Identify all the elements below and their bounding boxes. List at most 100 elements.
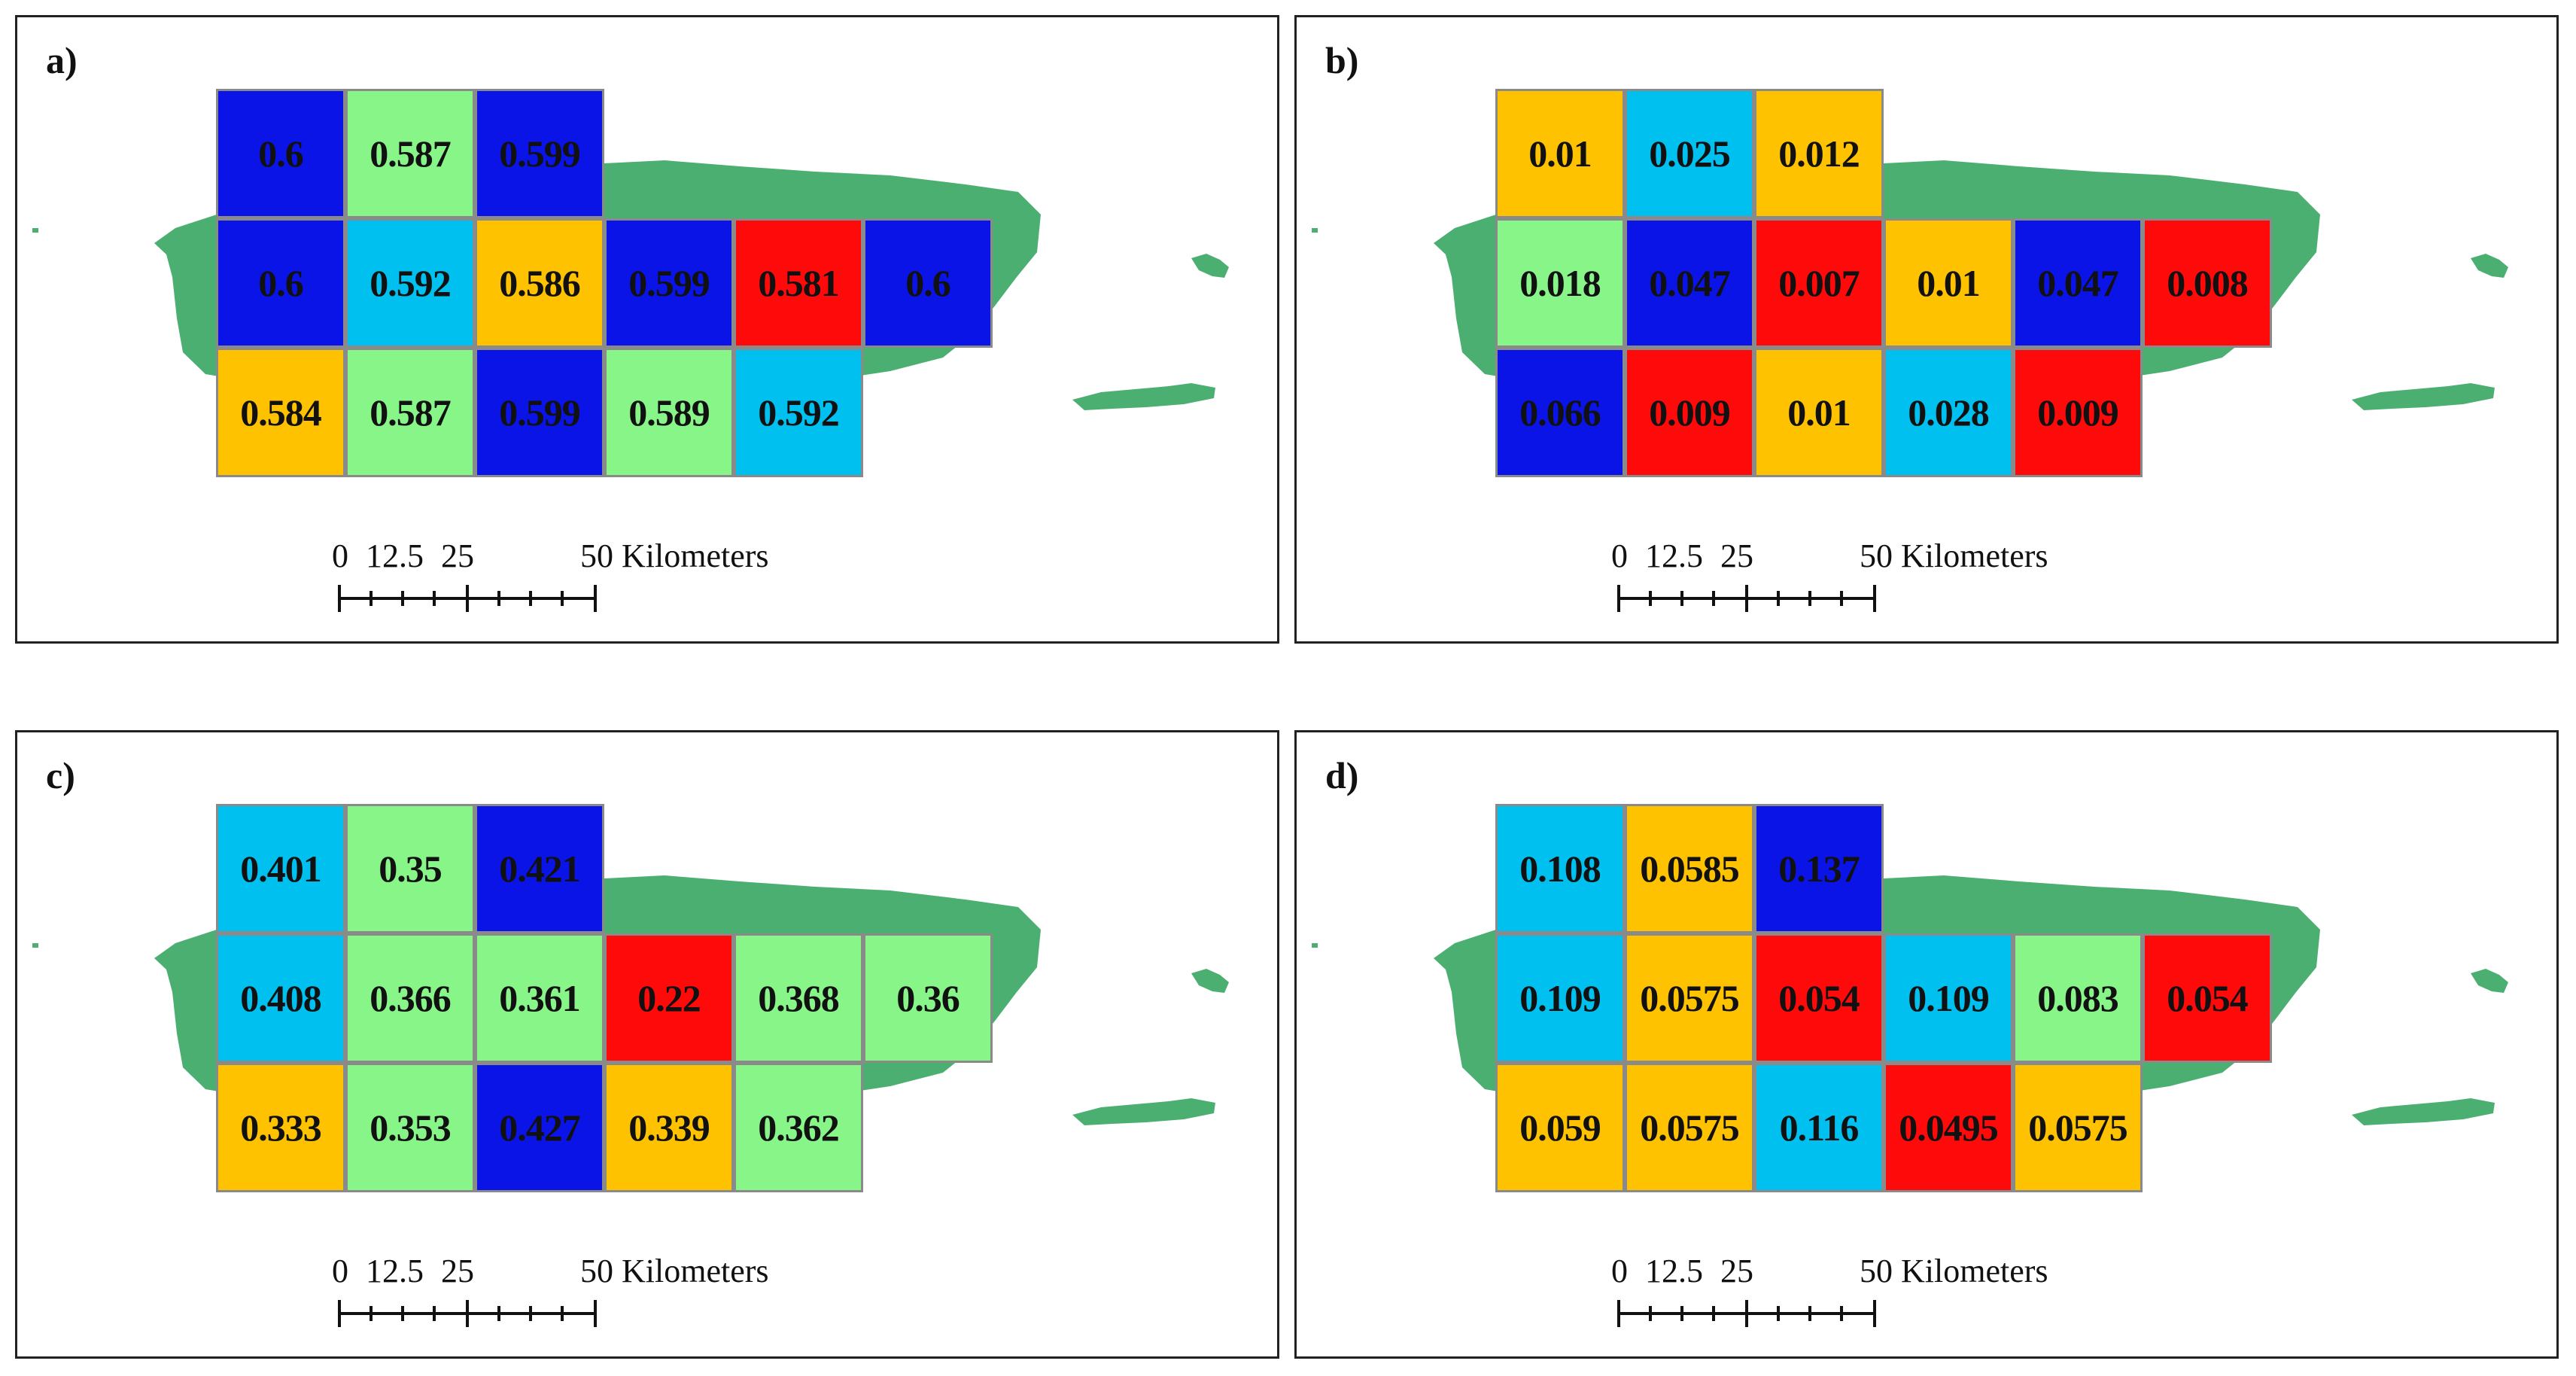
grid-cell: 0.009 <box>1625 348 1754 477</box>
scale-labels: 0 12.5 25 50 Kilometers <box>1611 1252 2138 1297</box>
scale-label-0: 0 <box>1611 1253 1628 1289</box>
grid-cell: 0.421 <box>475 804 604 933</box>
grid-cell: 0.353 <box>345 1063 475 1192</box>
island-vieques <box>2352 1098 2495 1125</box>
grid-cell: 0.059 <box>1495 1063 1625 1192</box>
scale-labels: 0 12.5 25 50 Kilometers <box>1611 537 2138 582</box>
island-mona <box>1312 943 1318 948</box>
island-mona <box>32 228 38 233</box>
grid-cell: 0.6 <box>216 89 345 218</box>
grid-cell: 0.116 <box>1754 1063 1884 1192</box>
grid-cell: 0.109 <box>1495 933 1625 1063</box>
grid-cell: 0.587 <box>345 89 475 218</box>
island-culebra <box>2471 969 2508 993</box>
grid-cell: 0.587 <box>345 348 475 477</box>
scale-bar <box>1617 585 1876 612</box>
grid-cell: 0.012 <box>1754 89 1884 218</box>
grid-cell: 0.401 <box>216 804 345 933</box>
island-mona <box>1312 228 1318 233</box>
map-panel-b: b) 0 12.5 25 50 Kilometers 0.01 0.025 0.01… <box>1294 15 2559 644</box>
grid-cell: 0.35 <box>345 804 475 933</box>
grid-cell: 0.589 <box>604 348 734 477</box>
grid-cell: 0.01 <box>1495 89 1625 218</box>
grid-cell: 0.6 <box>863 218 993 348</box>
grid-cell: 0.0575 <box>1625 1063 1754 1192</box>
island-vieques <box>2352 383 2495 410</box>
grid-cell: 0.599 <box>604 218 734 348</box>
grid-cell: 0.01 <box>1884 218 2013 348</box>
grid-cell: 0.36 <box>863 933 993 1063</box>
grid-cell: 0.6 <box>216 218 345 348</box>
map-panel-c: c) 0 12.5 25 50 Kilometers 0.401 0.35 0.42… <box>15 730 1279 1359</box>
grid-cell: 0.054 <box>1754 933 1884 1063</box>
grid-cell: 0.137 <box>1754 804 1884 933</box>
grid-cell: 0.581 <box>734 218 863 348</box>
grid-cell: 0.427 <box>475 1063 604 1192</box>
scale-label-3: 50 Kilometers <box>580 537 769 574</box>
grid-cell: 0.0575 <box>1625 933 1754 1063</box>
grid-cell: 0.054 <box>2143 933 2272 1063</box>
scale-label-1: 12.5 <box>1645 1253 1703 1289</box>
scale-bar <box>1617 1300 1876 1327</box>
grid-cell: 0.408 <box>216 933 345 1063</box>
scale-label-2: 25 <box>441 537 474 574</box>
grid-cell: 0.0495 <box>1884 1063 2013 1192</box>
scale-label-0: 0 <box>332 1253 348 1289</box>
island-culebra <box>1191 254 1229 278</box>
grid-cell: 0.368 <box>734 933 863 1063</box>
island-mona <box>32 943 38 948</box>
panel-label: c) <box>46 754 75 796</box>
grid-cell: 0.362 <box>734 1063 863 1192</box>
scale-label-3: 50 Kilometers <box>1860 537 2048 574</box>
panel-label: d) <box>1325 754 1359 796</box>
grid-cell: 0.592 <box>345 218 475 348</box>
grid-cell: 0.584 <box>216 348 345 477</box>
grid-cell: 0.109 <box>1884 933 2013 1063</box>
scale-label-2: 25 <box>1720 1253 1753 1289</box>
scale-label-1: 12.5 <box>1645 537 1703 574</box>
grid-cell: 0.339 <box>604 1063 734 1192</box>
grid-cell: 0.333 <box>216 1063 345 1192</box>
grid-cell: 0.025 <box>1625 89 1754 218</box>
grid-cell: 0.599 <box>475 89 604 218</box>
grid-cell: 0.592 <box>734 348 863 477</box>
grid-cell: 0.01 <box>1754 348 1884 477</box>
grid-cell: 0.047 <box>1625 218 1754 348</box>
grid-cell: 0.0575 <box>2013 1063 2143 1192</box>
scale-label-2: 25 <box>441 1253 474 1289</box>
grid-cell: 0.009 <box>2013 348 2143 477</box>
scale-label-3: 50 Kilometers <box>1860 1253 2048 1289</box>
scale-labels: 0 12.5 25 50 Kilometers <box>332 1252 859 1297</box>
map-panel-a: a) 0 12.5 25 50 Kilometers 0.6 0.587 0.599… <box>15 15 1279 644</box>
scale-label-1: 12.5 <box>366 1253 424 1289</box>
scale-bar <box>338 585 597 612</box>
island-vieques <box>1072 1098 1215 1125</box>
grid-cell: 0.007 <box>1754 218 1884 348</box>
grid-cell: 0.083 <box>2013 933 2143 1063</box>
grid-cell: 0.22 <box>604 933 734 1063</box>
grid-cell: 0.0585 <box>1625 804 1754 933</box>
island-culebra <box>2471 254 2508 278</box>
scale-label-0: 0 <box>332 537 348 574</box>
grid-cell: 0.066 <box>1495 348 1625 477</box>
scale-label-0: 0 <box>1611 537 1628 574</box>
grid-cell: 0.599 <box>475 348 604 477</box>
grid-cell: 0.361 <box>475 933 604 1063</box>
scale-label-1: 12.5 <box>366 537 424 574</box>
scale-bar <box>338 1300 597 1327</box>
panel-label: b) <box>1325 39 1359 81</box>
scale-label-2: 25 <box>1720 537 1753 574</box>
scale-label-3: 50 Kilometers <box>580 1253 769 1289</box>
grid-cell: 0.108 <box>1495 804 1625 933</box>
grid-cell: 0.366 <box>345 933 475 1063</box>
map-panel-d: d) 0 12.5 25 50 Kilometers 0.108 0.0585 0.… <box>1294 730 2559 1359</box>
panel-label: a) <box>46 39 78 81</box>
grid-cell: 0.047 <box>2013 218 2143 348</box>
grid-cell: 0.028 <box>1884 348 2013 477</box>
island-culebra <box>1191 969 1229 993</box>
scale-labels: 0 12.5 25 50 Kilometers <box>332 537 859 582</box>
grid-cell: 0.008 <box>2143 218 2272 348</box>
grid-cell: 0.018 <box>1495 218 1625 348</box>
island-vieques <box>1072 383 1215 410</box>
grid-cell: 0.586 <box>475 218 604 348</box>
